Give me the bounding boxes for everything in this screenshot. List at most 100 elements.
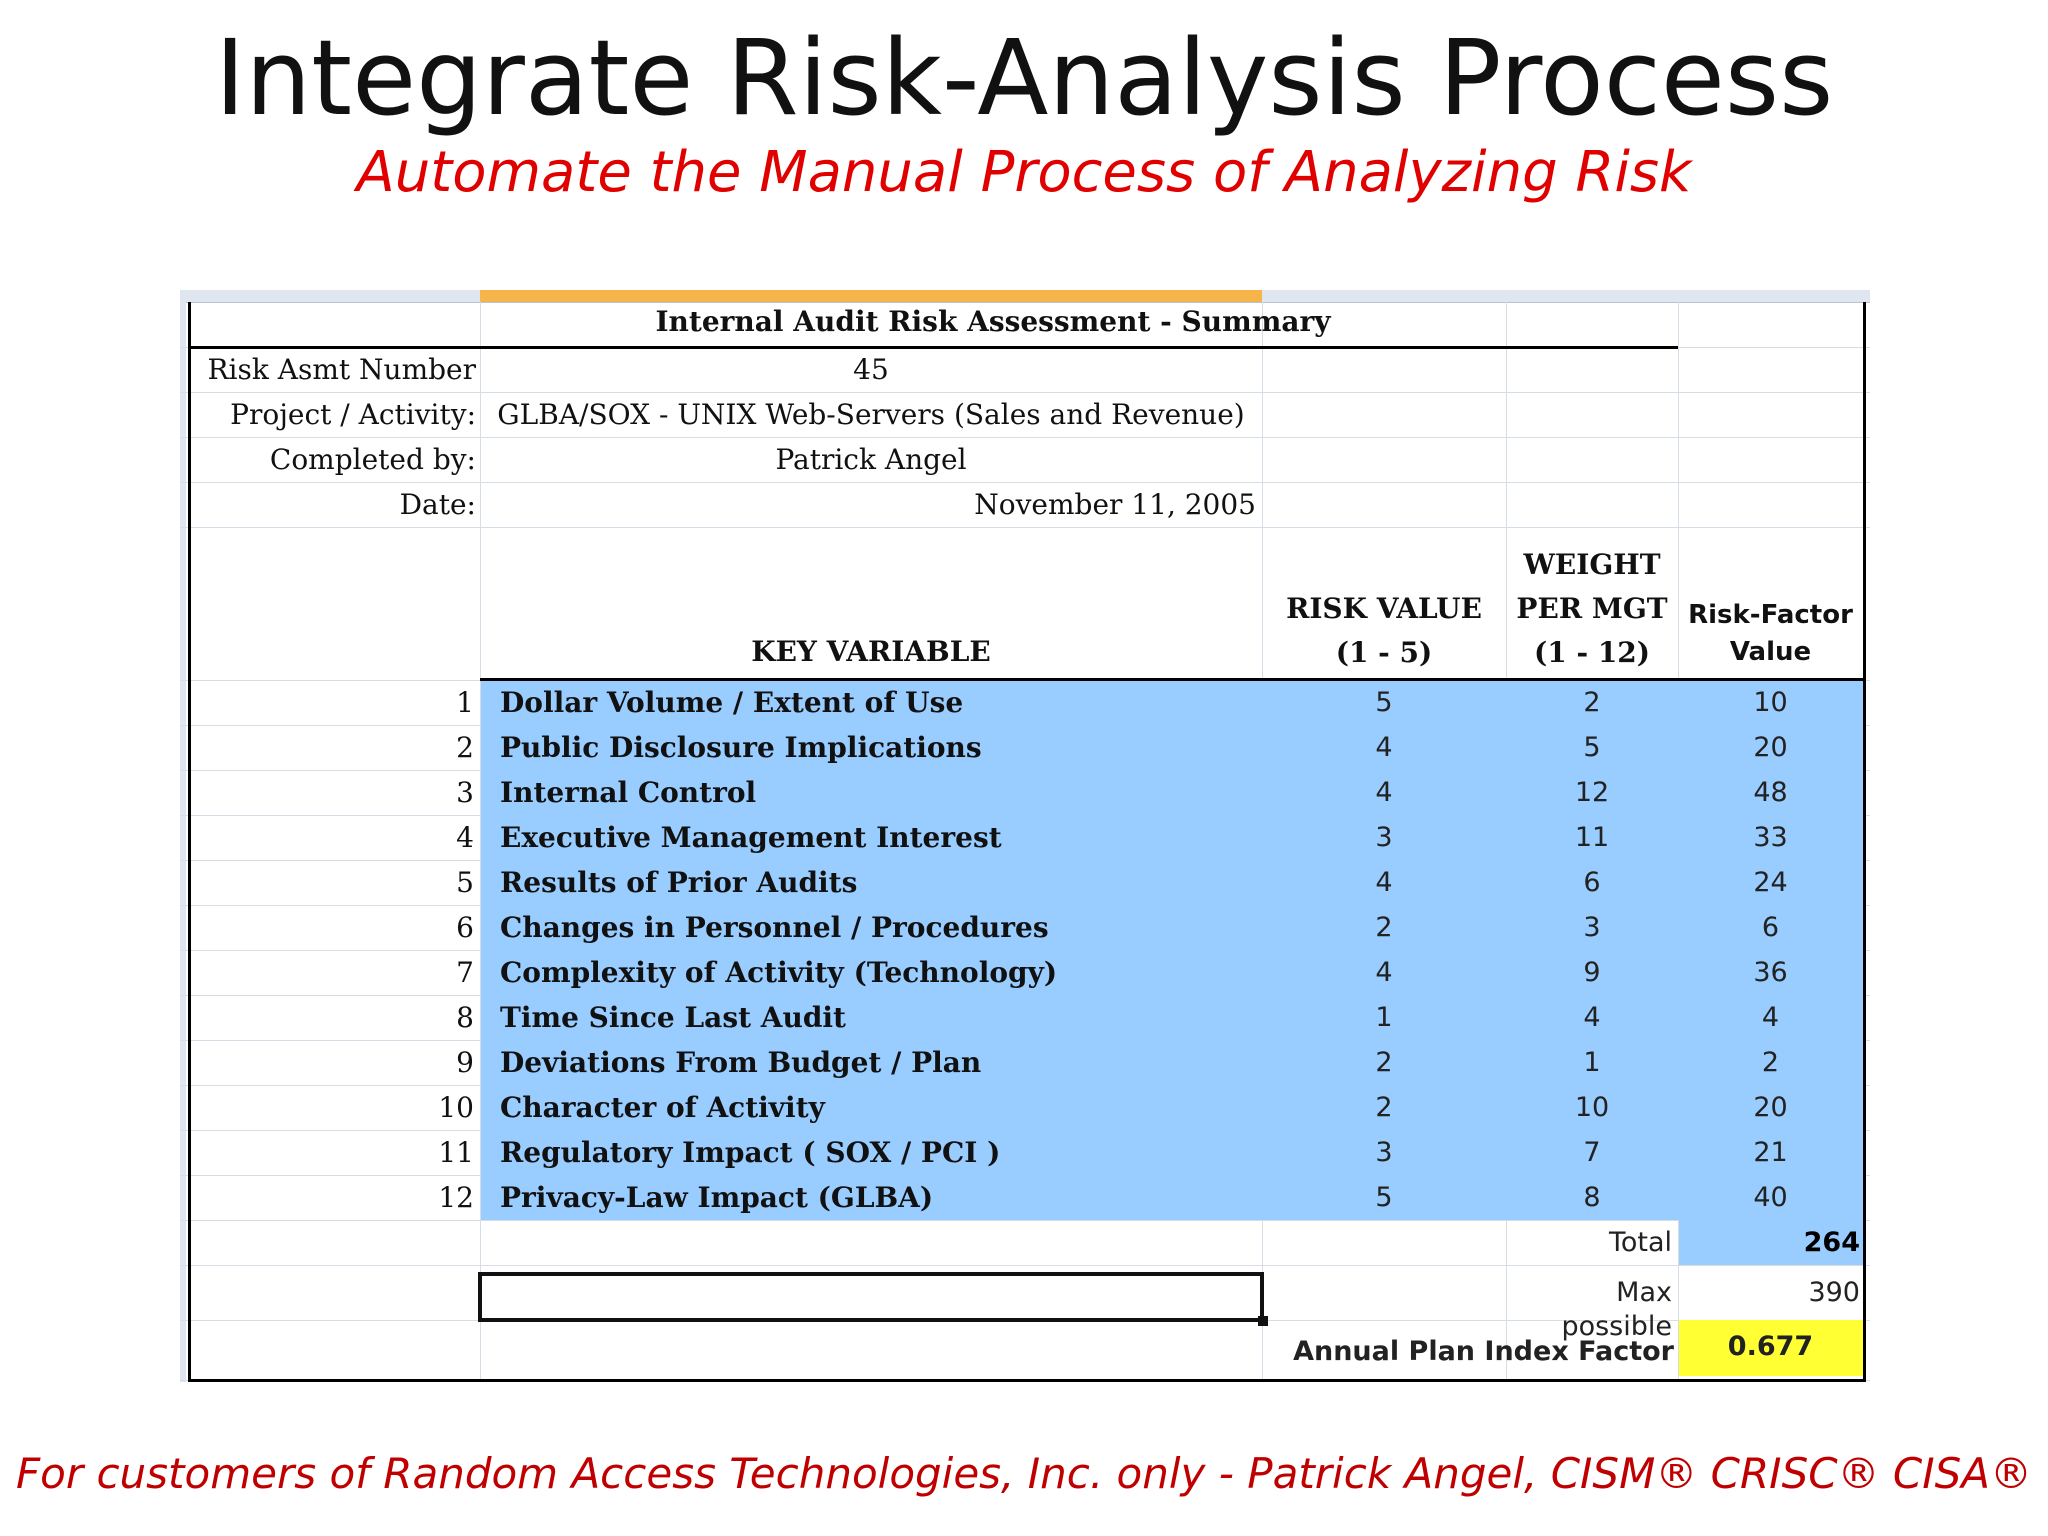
info-value[interactable]: Patrick Angel (775, 443, 967, 476)
selected-cell[interactable] (478, 1272, 1264, 1322)
risk-value[interactable]: 2 (1375, 1047, 1393, 1078)
row-number: 6 (456, 911, 474, 944)
risk-factor-value[interactable]: 4 (1761, 1002, 1780, 1033)
slide-footer: For customers of Random Access Technolog… (15, 1449, 2033, 1498)
risk-value[interactable]: 5 (1375, 687, 1393, 718)
risk-value[interactable]: 4 (1375, 867, 1393, 898)
gridline (180, 1265, 1870, 1266)
gridline (180, 392, 1870, 393)
gridline (180, 527, 1870, 528)
key-variable-name[interactable]: Deviations From Budget / Plan (500, 1046, 982, 1079)
risk-value[interactable]: 3 (1375, 822, 1393, 853)
info-value[interactable]: November 11, 2005 (974, 488, 1256, 521)
key-variable-name[interactable]: Changes in Personnel / Procedures (500, 911, 1049, 944)
weight-value[interactable]: 6 (1583, 867, 1601, 898)
index-factor-label: Annual Plan Index Factor (1293, 1336, 1674, 1367)
sheet-heading: Internal Audit Risk Assessment - Summary (655, 305, 1331, 338)
row-number: 3 (456, 776, 474, 809)
info-value[interactable]: GLBA/SOX - UNIX Web-Servers (Sales and R… (497, 398, 1245, 431)
risk-value[interactable]: 4 (1375, 957, 1393, 988)
border-right (1863, 302, 1866, 1382)
risk-value[interactable]: 5 (1375, 1182, 1393, 1213)
fill-handle[interactable] (1258, 1316, 1268, 1326)
weight-value[interactable]: 1 (1583, 1047, 1601, 1078)
key-variable-name[interactable]: Character of Activity (500, 1091, 825, 1124)
total-value[interactable]: 264 (1803, 1227, 1860, 1258)
row-number: 7 (456, 956, 474, 989)
slide-subtitle: Automate the Manual Process of Analyzing… (356, 140, 1692, 205)
row-number: 1 (456, 686, 474, 719)
risk-value[interactable]: 4 (1375, 732, 1393, 763)
risk-value[interactable]: 4 (1375, 777, 1393, 808)
header-risk-factor-value: Value (1729, 637, 1812, 667)
key-variable-name[interactable]: Internal Control (500, 776, 757, 809)
spreadsheet: Internal Audit Risk Assessment - Summary… (180, 290, 1870, 1390)
risk-factor-value[interactable]: 36 (1753, 957, 1788, 988)
risk-factor-value[interactable]: 24 (1753, 867, 1788, 898)
risk-factor-value[interactable]: 48 (1753, 777, 1788, 808)
header-risk-value-range: (1 - 5) (1335, 636, 1433, 669)
gridline (180, 437, 1870, 438)
info-value[interactable]: 45 (853, 353, 889, 386)
risk-factor-value[interactable]: 10 (1753, 687, 1788, 718)
risk-factor-value[interactable]: 40 (1753, 1182, 1788, 1213)
column-header-d[interactable] (1506, 290, 1678, 303)
index-factor-value[interactable]: 0.677 (1727, 1331, 1814, 1362)
weight-value[interactable]: 4 (1583, 1002, 1601, 1033)
risk-factor-value[interactable]: 21 (1753, 1137, 1788, 1168)
header-weight-per-mgt: PER MGT (1516, 592, 1668, 625)
header-risk-value: RISK VALUE (1286, 592, 1482, 625)
column-header-c[interactable] (1262, 290, 1506, 303)
weight-value[interactable]: 10 (1574, 1092, 1610, 1123)
gridline (180, 482, 1870, 483)
border-heading-bottom (188, 346, 1678, 349)
risk-factor-value[interactable]: 20 (1753, 1092, 1788, 1123)
data-block (481, 680, 1863, 1220)
key-variable-name[interactable]: Regulatory Impact ( SOX / PCI ) (500, 1136, 1001, 1169)
header-risk-factor: Risk-Factor (1688, 600, 1853, 630)
header-key-variable: KEY VARIABLE (751, 635, 991, 668)
row-number: 10 (438, 1091, 474, 1124)
weight-value[interactable]: 11 (1574, 822, 1610, 853)
risk-value[interactable]: 1 (1375, 1002, 1393, 1033)
key-variable-name[interactable]: Dollar Volume / Extent of Use (500, 686, 964, 719)
info-label: Completed by: (269, 443, 476, 476)
row-number: 9 (456, 1046, 474, 1079)
weight-value[interactable]: 9 (1583, 957, 1601, 988)
weight-value[interactable]: 7 (1583, 1137, 1601, 1168)
weight-value[interactable]: 8 (1583, 1182, 1601, 1213)
column-header-e[interactable] (1678, 290, 1870, 303)
weight-value[interactable]: 3 (1583, 912, 1601, 943)
key-variable-name[interactable]: Time Since Last Audit (500, 1001, 846, 1034)
column-header-b[interactable] (480, 290, 1262, 303)
info-label: Project / Activity: (230, 398, 476, 431)
weight-value[interactable]: 2 (1583, 687, 1601, 718)
weight-value[interactable]: 5 (1583, 732, 1601, 763)
key-variable-name[interactable]: Executive Management Interest (500, 821, 1002, 854)
gridline (180, 1220, 1870, 1221)
header-weight: WEIGHT (1523, 548, 1661, 581)
risk-factor-value[interactable]: 20 (1753, 732, 1788, 763)
risk-factor-value[interactable]: 6 (1761, 912, 1780, 943)
column-header-a[interactable] (180, 290, 480, 303)
key-variable-name[interactable]: Results of Prior Audits (500, 866, 858, 899)
border-header-bottom (480, 678, 1866, 681)
risk-value[interactable]: 3 (1375, 1137, 1393, 1168)
risk-factor-value[interactable]: 33 (1753, 822, 1788, 853)
row-number: 4 (456, 821, 474, 854)
index-cell-fill (1679, 1320, 1863, 1376)
risk-factor-value[interactable]: 2 (1761, 1047, 1780, 1078)
info-label: Risk Asmt Number (207, 353, 476, 386)
risk-value[interactable]: 2 (1375, 912, 1393, 943)
total-label: Total (1608, 1227, 1672, 1258)
key-variable-name[interactable]: Complexity of Activity (Technology) (500, 956, 1058, 989)
key-variable-name[interactable]: Privacy-Law Impact (GLBA) (500, 1181, 934, 1214)
slide-title: Integrate Risk-Analysis Process (214, 17, 1834, 139)
info-label: Date: (399, 488, 476, 521)
risk-value[interactable]: 2 (1375, 1092, 1393, 1123)
weight-value[interactable]: 12 (1574, 777, 1610, 808)
max-possible-value[interactable]: 390 (1808, 1277, 1860, 1308)
border-left (188, 302, 191, 1382)
key-variable-name[interactable]: Public Disclosure Implications (500, 731, 982, 764)
max-possible-label: Max possible (1561, 1277, 1672, 1342)
